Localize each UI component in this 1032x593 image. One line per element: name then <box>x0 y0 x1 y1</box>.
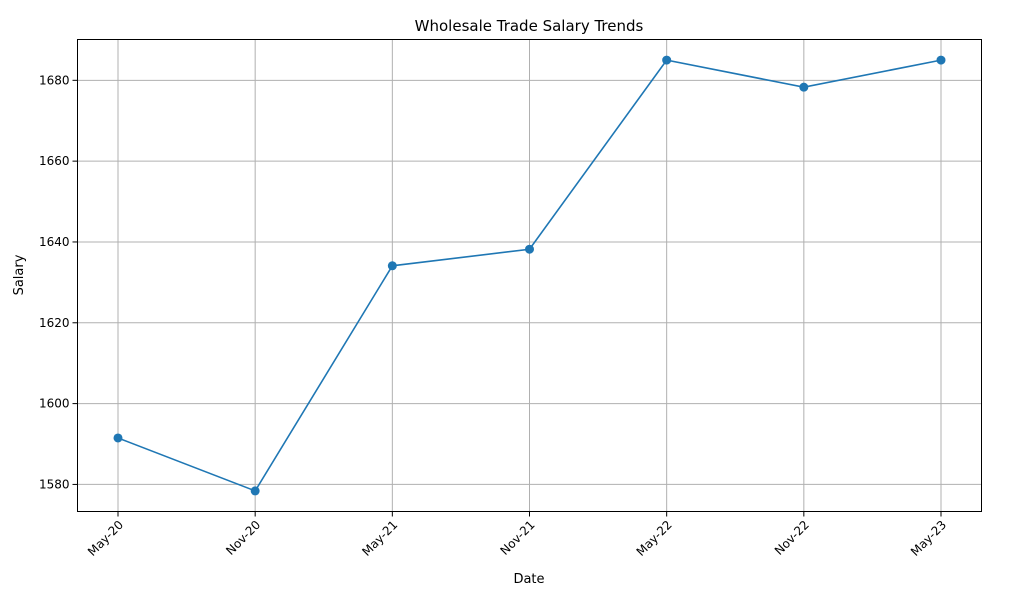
y-tick-label: 1580 <box>39 477 70 491</box>
y-tick-label: 1600 <box>39 397 70 411</box>
data-point <box>936 55 946 65</box>
y-tick-label: 1640 <box>39 235 70 249</box>
data-point <box>387 261 397 271</box>
x-tick-label: Nov-21 <box>498 518 538 558</box>
x-ticks: May-20 Nov-20 May-21 Nov-21 May-22 Nov-22 May-… <box>85 511 949 559</box>
series-layer <box>113 55 946 496</box>
x-tick-label: May-20 <box>85 518 126 559</box>
data-point <box>525 244 534 254</box>
y-ticks: 1580 1600 1620 1640 1660 1680 <box>39 73 78 491</box>
data-point <box>662 55 672 65</box>
x-tick-label: May-22 <box>634 518 675 559</box>
data-point <box>250 486 260 496</box>
x-tick-label: Nov-22 <box>772 518 812 558</box>
x-tick-label: Nov-20 <box>223 518 263 558</box>
y-axis-label: Salary <box>12 254 27 295</box>
y-tick-label: 1680 <box>39 73 70 87</box>
chart-title: Wholesale Trade Salary Trends <box>415 17 644 35</box>
data-point <box>799 82 809 92</box>
x-axis-label: Date <box>513 572 544 587</box>
x-tick-label: May-21 <box>359 518 400 559</box>
data-point <box>113 433 123 443</box>
grid-layer <box>77 39 982 512</box>
x-tick-label: May-23 <box>908 518 949 559</box>
y-tick-label: 1660 <box>39 154 70 168</box>
y-tick-label: 1620 <box>39 316 70 330</box>
